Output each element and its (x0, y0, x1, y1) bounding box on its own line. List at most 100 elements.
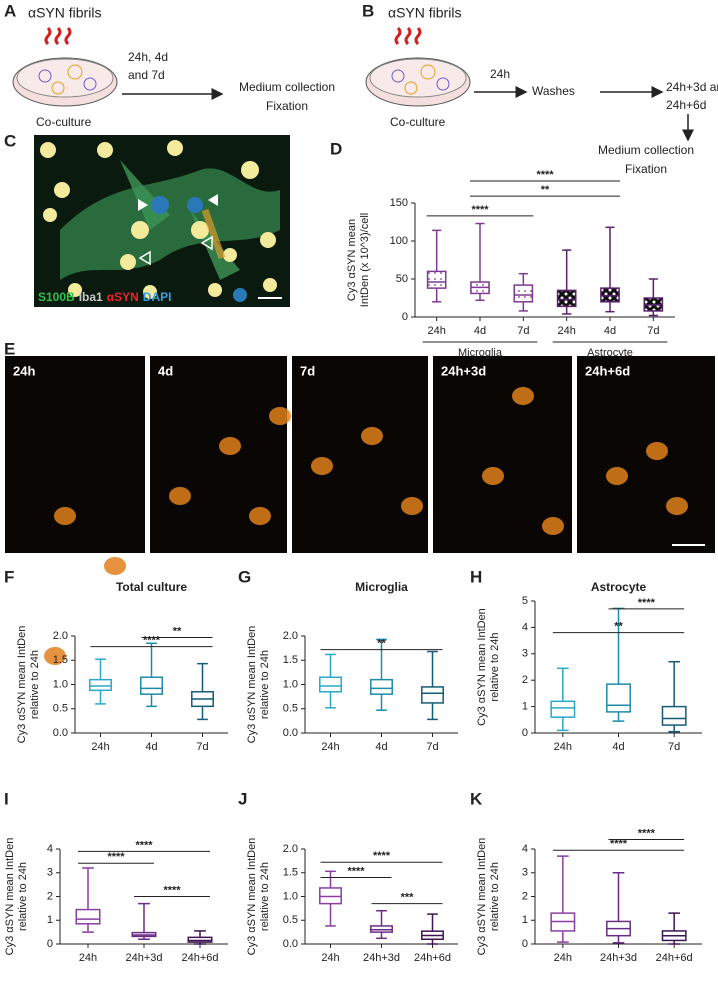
culture-label: Co-culture (390, 115, 446, 129)
y-tick-label: 2.0 (283, 843, 298, 855)
y-tick-label: 2.0 (53, 630, 68, 642)
box (426, 270, 447, 289)
x-tick-label: 24h+3d (125, 952, 162, 964)
y-tick-label: 0 (402, 311, 408, 323)
y-axis-label: Cy3 αSYN mean IntDen (246, 626, 258, 744)
y-tick-label: 1.5 (283, 654, 298, 666)
y-axis-label: relative to 24h (29, 650, 41, 719)
y-axis-label: relative to 24h (489, 632, 501, 701)
x-tick-label: 4d (612, 741, 624, 753)
y-tick-label: 0.0 (53, 727, 68, 739)
y-tick-label: 100 (390, 235, 408, 247)
y-tick-label: 0.5 (53, 703, 68, 715)
y-axis-label: Cy3 αSYN mean (346, 219, 358, 301)
x-tick-label: 24h (79, 952, 97, 964)
micrograph (34, 135, 290, 307)
significance-label: **** (163, 884, 181, 896)
timepoint: and 7d (128, 68, 165, 82)
y-tick-label: 0 (47, 938, 53, 950)
y-axis-label: relative to 24h (489, 862, 501, 931)
panel-letter: E (4, 339, 15, 358)
y-tick-label: 2 (522, 674, 528, 686)
cell (666, 497, 688, 515)
y-tick-label: 1.0 (53, 678, 68, 690)
stain: DAPI (143, 290, 172, 304)
significance-label: **** (610, 838, 628, 850)
box (140, 676, 163, 695)
significance-label: **** (107, 851, 125, 863)
significance-label: **** (373, 850, 391, 862)
panel-letter: J (238, 789, 247, 808)
y-axis-label: relative to 24h (259, 650, 271, 719)
box (89, 678, 112, 692)
significance-label: **** (347, 865, 365, 877)
micrograph (577, 356, 715, 553)
x-tick-label: 4d (145, 741, 157, 753)
group-label: Microglia (458, 347, 503, 359)
box (556, 289, 577, 308)
y-axis-label: Cy3 αSYN mean IntDen (4, 838, 16, 956)
y-tick-label: 1.0 (283, 890, 298, 902)
x-tick-label: 24h (91, 741, 109, 753)
y-axis-label: relative to 24h (17, 862, 29, 931)
culture-dish (12, 57, 118, 107)
cell (542, 517, 564, 535)
cell (512, 387, 534, 405)
micrograph (5, 356, 145, 553)
significance-label: ** (173, 625, 182, 637)
x-tick-label: 24h (557, 325, 575, 337)
x-tick-label: 24h+6d (414, 952, 451, 964)
y-axis-label: Cy3 αSYN mean IntDen (16, 626, 28, 744)
culture-dish (365, 57, 471, 107)
cell (104, 557, 126, 575)
panel-letter: I (4, 789, 9, 808)
cell (401, 497, 423, 515)
y-tick-label: 1 (47, 914, 53, 926)
outcome: Fixation (266, 99, 308, 113)
stain: S100B (38, 290, 75, 304)
x-tick-label: 4d (604, 325, 616, 337)
x-tick-label: 24h+6d (656, 952, 693, 964)
box (550, 700, 576, 718)
significance-label: **** (143, 635, 161, 647)
x-tick-label: 7d (668, 741, 680, 753)
x-tick-label: 24h (321, 952, 339, 964)
micrograph-strip: 24h 4d 7d 24h+3d 24h+6d (5, 356, 715, 665)
panel-letter: A (4, 1, 16, 20)
cell (54, 507, 76, 525)
micrograph (292, 356, 428, 553)
panel-letter: K (470, 789, 483, 808)
x-tick-label: 24h+3d (600, 952, 637, 964)
image-label: 7d (300, 363, 315, 378)
significance-label: **** (638, 827, 656, 839)
y-tick-label: 0.0 (283, 727, 298, 739)
panel-letter: F (4, 567, 14, 586)
x-tick-label: 7d (517, 325, 529, 337)
y-tick-label: 2.0 (283, 630, 298, 642)
significance-label: **** (536, 169, 554, 181)
significance-label: **** (135, 839, 153, 851)
significance-label: ** (614, 621, 623, 633)
y-tick-label: 2 (47, 890, 53, 902)
y-tick-label: 0 (522, 727, 528, 739)
step: Washes (532, 84, 575, 98)
culture-label: Co-culture (36, 115, 92, 129)
y-tick-label: 1 (522, 701, 528, 713)
significance-label: ** (377, 637, 386, 649)
timepoint: 24h+3d and (666, 80, 718, 94)
panel-letter: C (4, 131, 16, 150)
y-tick-label: 0.0 (283, 938, 298, 950)
reagent: αSYN fibrils (388, 5, 461, 21)
timepoint: 24h, 4d (128, 50, 168, 64)
panel-letter: B (362, 1, 374, 20)
cell (646, 442, 668, 460)
y-tick-label: 50 (396, 273, 408, 285)
box (75, 908, 101, 925)
step: 24h (490, 67, 510, 81)
image-label: 24h+3d (441, 363, 486, 378)
y-tick-label: 4 (522, 843, 528, 855)
cell (606, 467, 628, 485)
x-tick-label: 24h+6d (181, 952, 218, 964)
significance-label: **** (638, 597, 656, 609)
cell (482, 467, 504, 485)
